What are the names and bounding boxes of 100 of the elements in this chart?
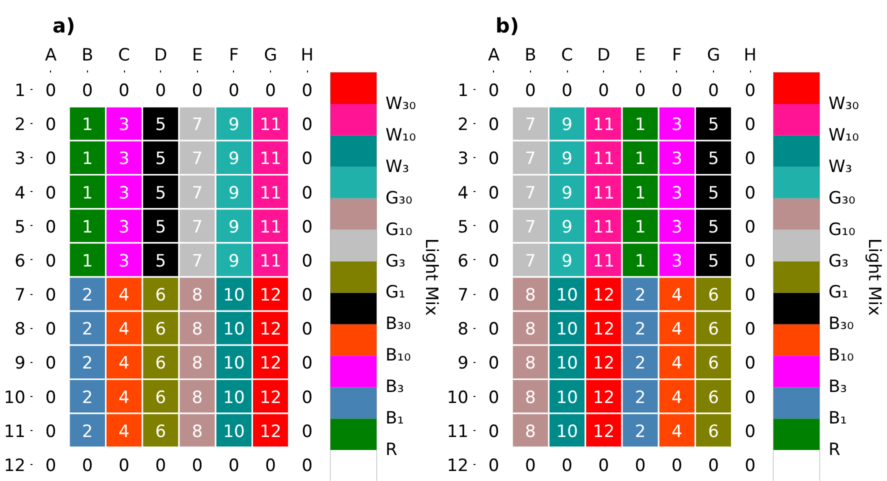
y-tick-label: 9: [14, 354, 26, 374]
data-label: 0: [45, 422, 56, 442]
x-tick-label: G: [264, 46, 278, 66]
data-label: 0: [488, 217, 500, 238]
data-label: 0: [155, 81, 166, 102]
color-bar-label: B₁: [828, 408, 847, 429]
data-label: 0: [708, 81, 719, 102]
data-label: 0: [744, 320, 756, 340]
data-label: 6: [708, 320, 719, 340]
data-label: 0: [82, 81, 93, 102]
data-label: 0: [45, 115, 56, 136]
color-bar-label: B₃₀: [828, 314, 854, 334]
data-label: 1: [82, 251, 93, 272]
data-label: 7: [525, 217, 536, 238]
data-label: 5: [155, 183, 166, 204]
data-label: 7: [192, 115, 203, 136]
x-tick-label: C: [561, 46, 573, 66]
data-label: 0: [118, 81, 130, 102]
data-label: 0: [302, 388, 313, 408]
y-tick-label: 7: [14, 286, 26, 306]
data-label: 5: [155, 149, 166, 170]
data-label: 0: [488, 422, 500, 442]
data-label: 0: [228, 456, 240, 476]
data-label: 9: [562, 149, 572, 170]
data-label: 4: [118, 354, 130, 374]
data-label: 6: [155, 354, 166, 374]
data-label: 9: [562, 183, 572, 204]
data-label: 0: [488, 81, 500, 102]
data-label: 0: [45, 320, 56, 340]
data-label: 0: [708, 456, 719, 476]
x-tick-label: F: [672, 46, 682, 66]
x-tick-label: D: [154, 46, 168, 66]
data-label: 6: [708, 388, 719, 408]
y-tick-label: 4: [14, 183, 26, 204]
data-label: 0: [598, 81, 610, 102]
color-bar-label: G₃: [828, 251, 848, 272]
y-tick-label: 6: [458, 251, 469, 272]
data-label: 0: [744, 149, 756, 170]
data-label: 2: [82, 354, 93, 374]
data-label: 11: [260, 183, 282, 204]
data-label: 0: [488, 115, 500, 136]
data-label: 0: [744, 388, 756, 408]
data-label: 8: [192, 354, 203, 374]
data-label: 11: [260, 149, 282, 170]
data-label: 0: [302, 217, 313, 238]
data-label: 0: [562, 456, 572, 476]
data-label: 0: [302, 115, 313, 136]
data-label: 11: [592, 217, 615, 238]
data-label: 6: [708, 354, 719, 374]
data-label: 12: [260, 422, 282, 442]
data-label: 8: [525, 388, 536, 408]
data-label: 10: [556, 354, 578, 374]
color-bar-label: G₃₀: [828, 188, 856, 208]
color-bar-label: B₃₀: [386, 314, 411, 334]
data-label: 8: [192, 286, 203, 306]
color-bar-title: Light Mix: [420, 238, 441, 316]
data-label: 0: [488, 286, 500, 306]
data-label: 7: [525, 115, 536, 136]
data-label: 3: [672, 149, 682, 170]
data-label: 0: [45, 149, 56, 170]
data-label: 12: [592, 388, 615, 408]
y-tick-label: 3: [14, 149, 26, 170]
x-tick-label: C: [118, 46, 130, 66]
x-tick-label: F: [229, 46, 239, 66]
data-label: 10: [556, 320, 578, 340]
data-label: 12: [260, 320, 282, 340]
data-label: 0: [45, 286, 56, 306]
x-tick-label: D: [597, 46, 610, 66]
data-label: 1: [634, 115, 646, 136]
color-bar-label: B₁₀: [828, 346, 854, 366]
color-bar-label: G₃: [386, 251, 406, 272]
data-label: 1: [82, 115, 93, 136]
data-label: 7: [525, 251, 536, 272]
data-label: 0: [744, 115, 756, 136]
y-tick-label: 10: [446, 388, 469, 408]
data-label: 10: [223, 286, 245, 306]
data-label: 6: [155, 422, 166, 442]
y-tick-label: 11: [446, 422, 469, 442]
data-label: 10: [556, 422, 578, 442]
data-label: 0: [488, 251, 500, 272]
data-label: 1: [82, 149, 93, 170]
data-label: 11: [592, 251, 615, 272]
y-tick-label: 8: [458, 320, 469, 340]
data-label: 9: [562, 115, 572, 136]
y-tick-label: 12: [4, 456, 26, 476]
data-label: 9: [228, 149, 240, 170]
data-label: 8: [525, 422, 536, 442]
data-label: 2: [82, 320, 93, 340]
color-bar-title: Light Mix: [864, 238, 884, 316]
data-label: 4: [672, 354, 682, 374]
color-bar-label: G₁: [828, 282, 848, 303]
data-label: 0: [302, 320, 313, 340]
data-label: 4: [672, 286, 682, 306]
y-tick-label: 12: [446, 456, 469, 476]
data-label: 0: [634, 81, 646, 102]
data-label: 0: [302, 422, 313, 442]
y-tick-label: 1: [458, 81, 469, 102]
data-label: 7: [192, 217, 203, 238]
data-label: 9: [562, 217, 572, 238]
data-label: 2: [82, 422, 93, 442]
